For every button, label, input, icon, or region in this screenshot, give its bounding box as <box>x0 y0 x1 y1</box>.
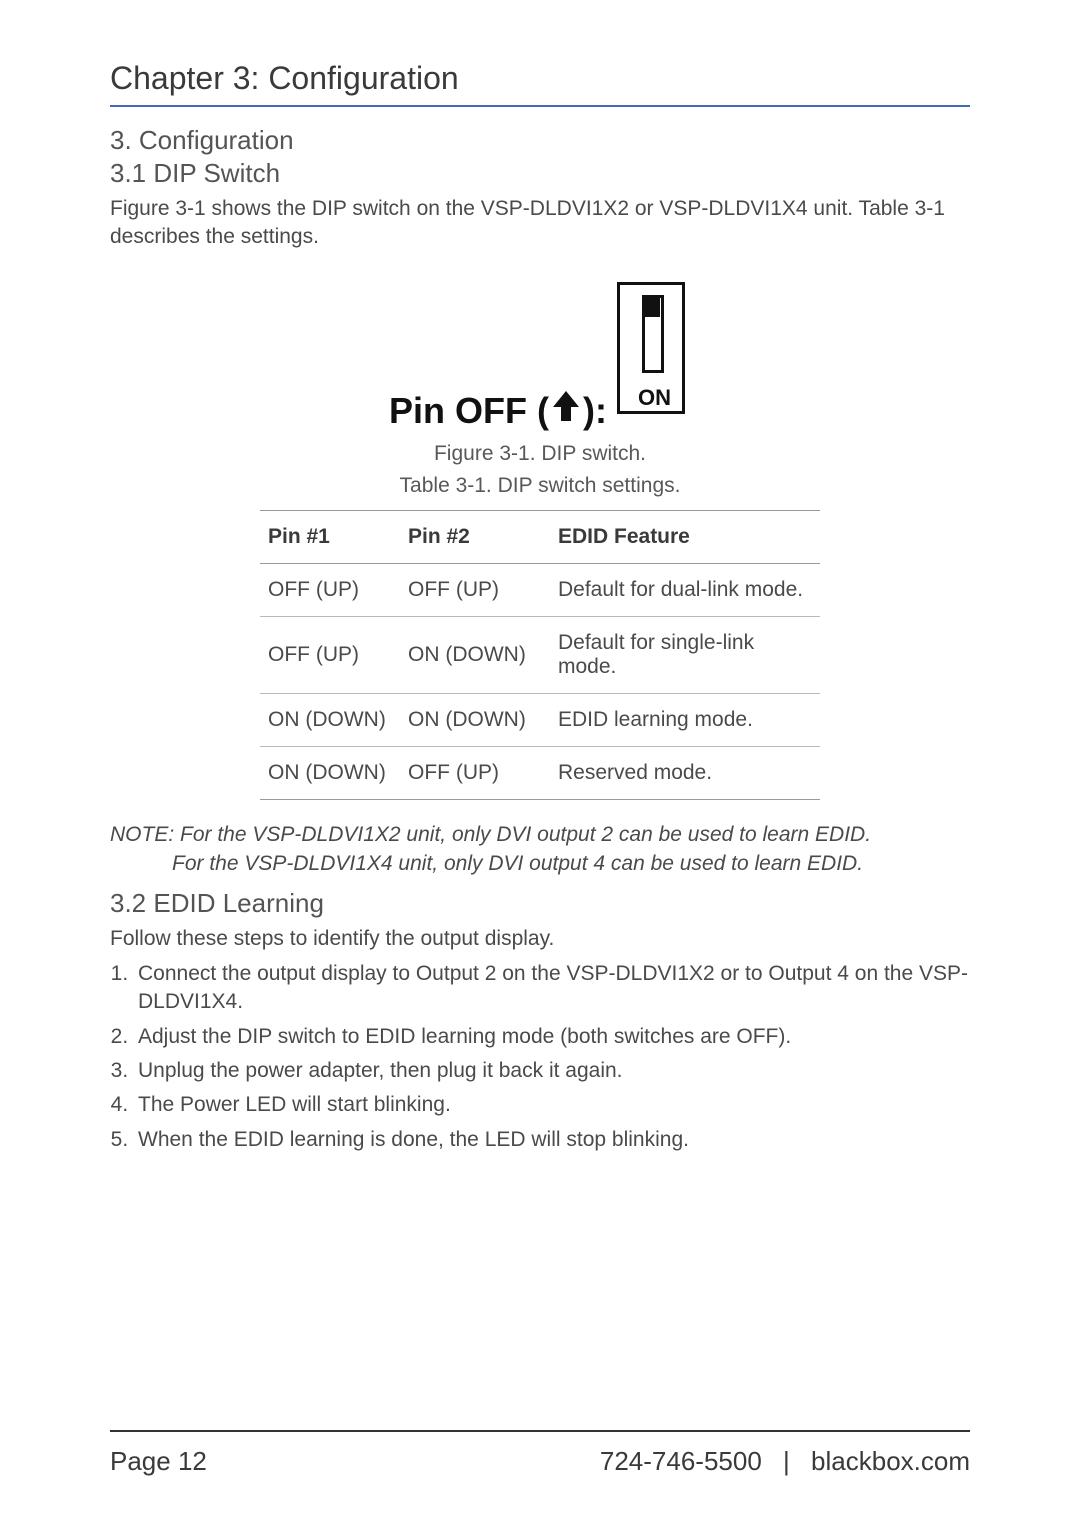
pin-off-suffix: ): <box>583 390 607 432</box>
dip-switch-diagram: ON <box>617 282 691 432</box>
table-cell: ON (DOWN) <box>400 616 550 693</box>
table-3-1: Pin #1 Pin #2 EDID Feature OFF (UP)OFF (… <box>260 510 820 800</box>
table-cell: Default for single-link mode. <box>550 616 820 693</box>
section-3-2-intro: Follow these steps to identify the outpu… <box>110 925 970 953</box>
note-text: NOTE: For the VSP-DLDVI1X2 unit, only DV… <box>110 820 970 879</box>
chapter-title: Chapter 3: Configuration <box>110 60 970 97</box>
table-row: OFF (UP)OFF (UP)Default for dual-link mo… <box>260 563 820 616</box>
table-cell: Reserved mode. <box>550 746 820 799</box>
pin-off-prefix: Pin OFF ( <box>389 390 549 432</box>
table-cell: OFF (UP) <box>260 616 400 693</box>
footer-phone: 724-746-5500 <box>600 1446 762 1476</box>
table-cell: EDID learning mode. <box>550 693 820 746</box>
step-item: When the EDID learning is done, the LED … <box>134 1126 970 1154</box>
col-pin1: Pin #1 <box>260 510 400 563</box>
page-footer: Page 12 724-746-5500 | blackbox.com <box>110 1430 970 1477</box>
table-cell: Default for dual-link mode. <box>550 563 820 616</box>
section-3-1-title: 3.1 DIP Switch <box>110 158 970 189</box>
table-header-row: Pin #1 Pin #2 EDID Feature <box>260 510 820 563</box>
table-cell: OFF (UP) <box>260 563 400 616</box>
table-row: OFF (UP)ON (DOWN)Default for single-link… <box>260 616 820 693</box>
figure-3-1-caption: Figure 3-1. DIP switch. <box>110 442 970 466</box>
step-item: Unplug the power adapter, then plug it b… <box>134 1057 970 1085</box>
col-pin2: Pin #2 <box>400 510 550 563</box>
step-item: Connect the output display to Output 2 o… <box>134 960 970 1017</box>
footer-site: blackbox.com <box>811 1446 970 1476</box>
page-number: Page 12 <box>110 1446 207 1477</box>
table-row: ON (DOWN)OFF (UP)Reserved mode. <box>260 746 820 799</box>
footer-contact: 724-746-5500 | blackbox.com <box>600 1446 970 1477</box>
table-cell: OFF (UP) <box>400 563 550 616</box>
table-row: ON (DOWN)ON (DOWN)EDID learning mode. <box>260 693 820 746</box>
pin-off-label: Pin OFF ( ): <box>389 390 607 432</box>
table-cell: OFF (UP) <box>400 746 550 799</box>
note-line-2: For the VSP-DLDVI1X4 unit, only DVI outp… <box>110 849 970 878</box>
step-item: The Power LED will start blinking. <box>134 1091 970 1119</box>
section-3-title: 3. Configuration <box>110 125 970 156</box>
footer-rule <box>110 1430 970 1432</box>
table-cell: ON (DOWN) <box>260 746 400 799</box>
steps-list: Connect the output display to Output 2 o… <box>110 960 970 1154</box>
footer-separator: | <box>769 1446 804 1476</box>
dip-on-label: ON <box>638 385 671 411</box>
table-cell: ON (DOWN) <box>260 693 400 746</box>
chapter-underline <box>110 105 970 107</box>
step-item: Adjust the DIP switch to EDID learning m… <box>134 1023 970 1051</box>
section-3-1-paragraph: Figure 3-1 shows the DIP switch on the V… <box>110 195 970 252</box>
section-3-2-title: 3.2 EDID Learning <box>110 888 970 919</box>
figure-3-1: Pin OFF ( ): ON <box>110 282 970 432</box>
arrow-up-icon <box>553 391 579 427</box>
table-cell: ON (DOWN) <box>400 693 550 746</box>
table-3-1-caption: Table 3-1. DIP switch settings. <box>110 474 970 498</box>
col-edid: EDID Feature <box>550 510 820 563</box>
note-line-1: NOTE: For the VSP-DLDVI1X2 unit, only DV… <box>110 823 871 846</box>
